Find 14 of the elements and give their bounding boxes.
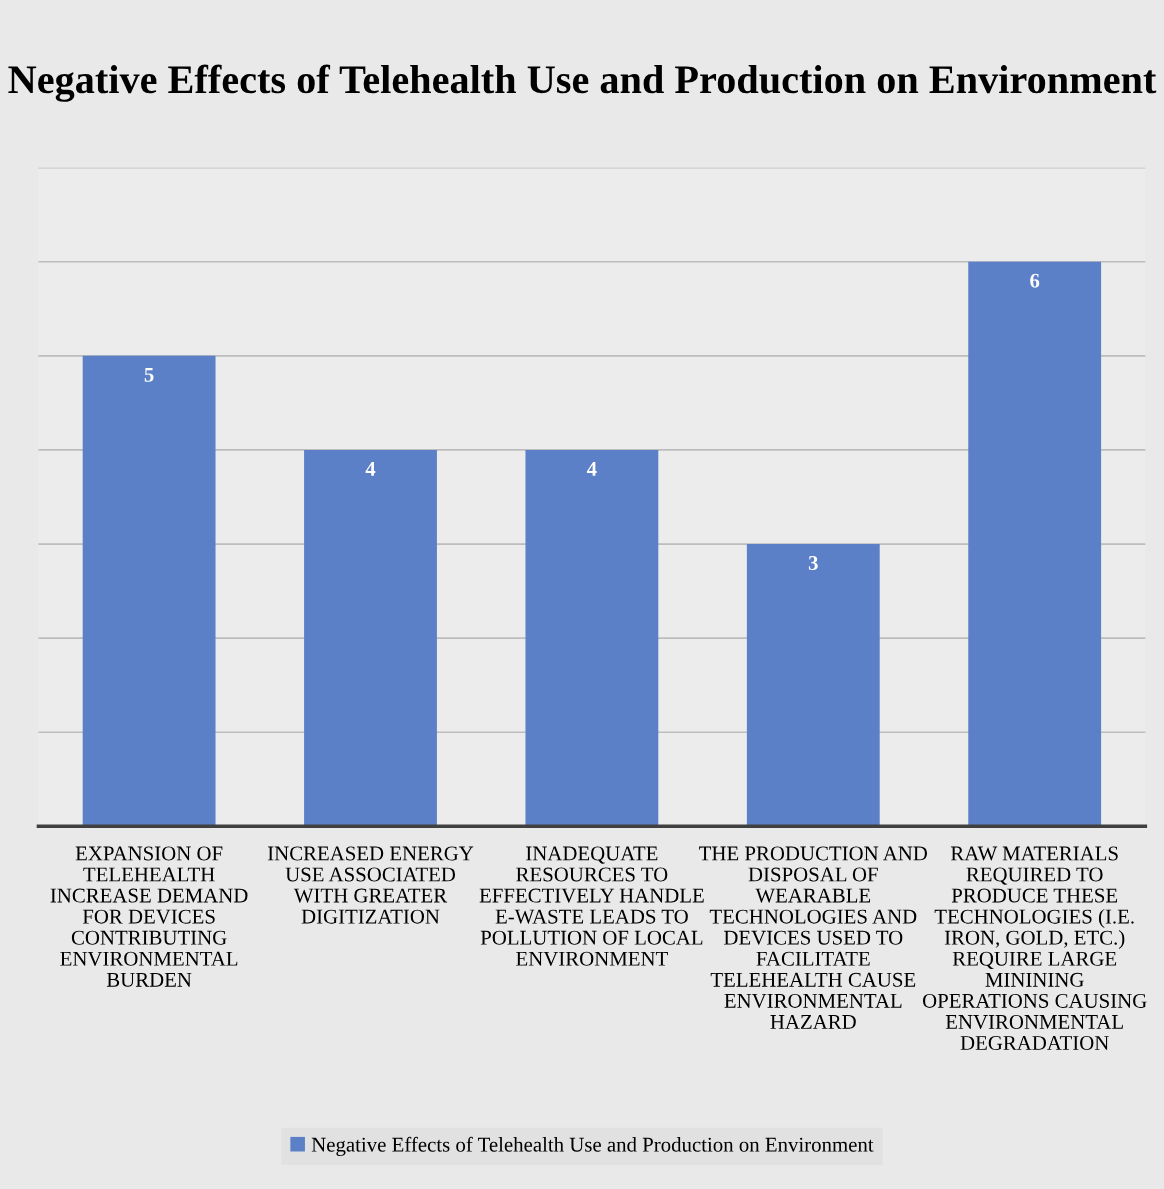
data-label: 4 [365, 461, 376, 476]
bar [746, 544, 880, 827]
data-label: 6 [1030, 273, 1040, 288]
bar [304, 449, 437, 827]
bar [82, 355, 216, 827]
bar [525, 449, 659, 827]
data-label: 3 [808, 556, 818, 571]
data-label: 4 [586, 461, 597, 476]
chart-title: Negative Effects of Telehealth Use and Production on Environment [8, 64, 1157, 102]
legend-label: Negative Effects of Telehealth Use and Production on Environment [311, 1136, 874, 1156]
bar [968, 261, 1102, 827]
data-label: 5 [144, 367, 154, 382]
x-tick-label: EXPANSION OF TELEHEALTH INCREASE DEMAND FOR DEVICES CONTRIBUTING ENVIRONMENTAL BURDEN [50, 846, 248, 987]
x-tick-label: INCREASED ENERGY USE ASSOCIATED WITH GREATER DIGITIZATION [267, 846, 474, 924]
